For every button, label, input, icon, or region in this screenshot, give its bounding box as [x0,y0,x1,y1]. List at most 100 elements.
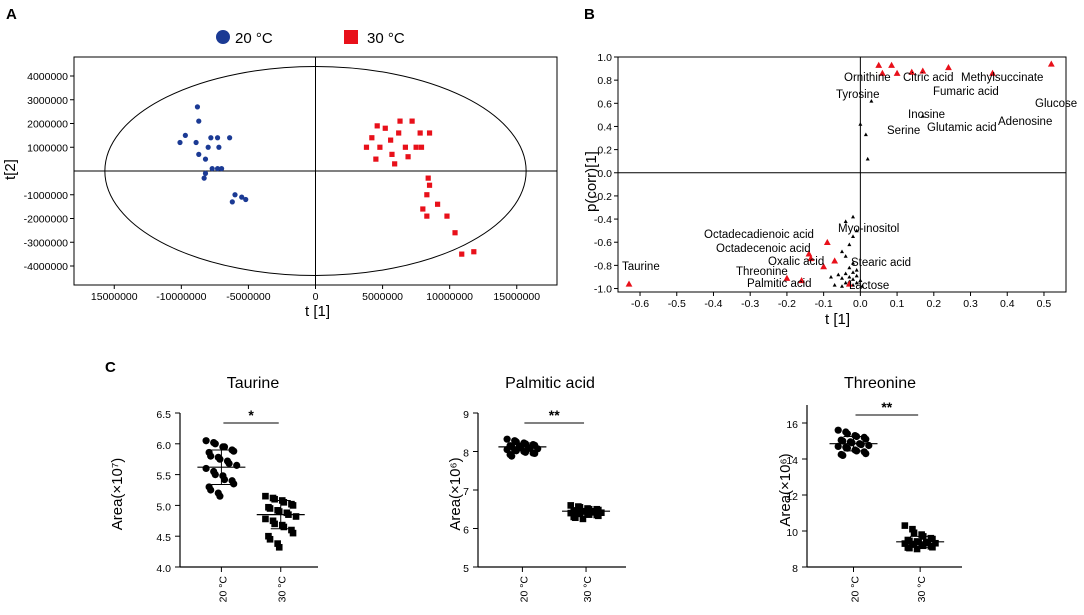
point-other [920,114,925,118]
point-30c [567,502,575,509]
metabolite-label: Glutamic acid [927,122,997,134]
point-20c [211,471,219,479]
point-30c [388,137,394,143]
point-30c [373,156,379,162]
chart-title: Threonine [844,375,916,392]
point-other [851,261,856,265]
significance-label: ** [881,399,892,415]
point-20c [233,461,241,469]
legend-marker-30c [344,30,358,44]
significance-label: ** [549,407,560,423]
point-20c [503,435,511,443]
point-30c [262,515,269,523]
y-tick-label: 5.0 [156,501,171,513]
panel-label-c: C [105,359,116,376]
y-axis-label: Area(×10⁷) [109,458,126,531]
point-30c [901,540,909,547]
metabolite-label: Oxalic acid [768,256,824,268]
point-other [847,242,852,247]
point-20c [220,443,229,451]
point-highlighted [625,280,633,287]
x-tick-label: 20 °C [850,576,862,603]
point-other [828,274,833,279]
y-tick-label: 2000000 [27,119,68,131]
point-30c [471,249,477,255]
point-other [840,249,844,254]
x-tick-label: 20 °C [217,576,229,603]
point-20c [843,430,852,438]
point-20c [531,449,539,458]
point-20c [239,194,245,200]
point-highlighted [807,255,815,262]
metabolite-label: Methylsuccinate [961,72,1043,84]
point-30c [392,161,398,167]
point-other [843,280,848,285]
point-20c [216,144,222,150]
point-highlighted [823,238,831,245]
point-other [854,268,859,272]
y-tick-label: -0.2 [594,191,612,203]
point-20c [843,444,852,452]
point-20c [218,166,225,172]
point-20c [202,437,210,445]
point-highlighted [908,68,916,75]
point-20c [862,450,870,458]
point-highlighted [1047,60,1055,67]
y-axis-label: p(corr)[1] [583,151,600,212]
point-highlighted [888,61,895,68]
metabolite-label: Tyrosine [836,89,879,101]
x-tick-label: 15000000 [91,291,138,303]
point-20c [857,441,865,449]
point-20c [834,442,842,450]
point-other [840,276,844,280]
y-tick-label: 3000000 [27,95,68,107]
x-tick-label: -0.1 [815,298,833,310]
x-tick-label: 15000000 [493,291,540,303]
y-tick-label: 6 [463,525,469,537]
dot-plots: Taurine 4.0 4.5 5.0 5.5 6.0 6.5 Area(×10⁷) 20 °C… [109,375,962,602]
dot-plot-palmitic-acid: Palmitic acid 5 6 7 8 9 Area(×10⁶) 20 °C 30 °C ** [447,375,626,602]
point-other [851,277,856,281]
point-20c [208,135,214,141]
point-20c [196,118,202,124]
x-axis-label: t [1] [825,311,850,328]
metabolite-label: Inosine [908,109,945,121]
point-20c [196,151,202,157]
point-20c [220,475,229,484]
y-tick-label: 12 [786,491,798,503]
point-30c [595,512,602,520]
y-tick-label: 0.8 [597,75,612,87]
y-tick-label: -0.4 [594,214,612,226]
y-tick-label: 6.5 [156,409,171,421]
point-highlighted [845,280,853,287]
x-tick-label: 5000000 [362,291,403,303]
point-20c [216,455,224,463]
point-20c [834,426,842,434]
panel-label-a: A [6,6,17,23]
dot-plot-threonine: Threonine 8 10 12 14 16 Area(×10⁶) 20 °C 30 °C ** [777,375,962,602]
y-tick-label: 7 [463,486,469,498]
point-30c [280,523,288,531]
point-20c [202,156,209,162]
x-tick-label: -0.5 [668,298,686,310]
metabolite-label: Glucose [1035,98,1077,110]
y-tick-label: 4.0 [156,563,171,575]
x-tick-label: -0.4 [704,298,722,310]
y-tick-label: 8 [792,563,798,575]
metabolite-label: Adenosine [998,116,1052,128]
point-other [851,214,856,219]
y-tick-label: 1000000 [27,142,68,154]
y-tick-label: -1.0 [594,284,612,296]
point-30c [292,513,300,520]
x-tick-label: -0.2 [778,298,796,310]
point-20c [214,135,221,141]
point-20c [214,166,221,172]
point-30c [929,543,936,551]
x-tick-label: -5000000 [226,291,271,303]
point-other [854,280,859,285]
x-tick-label: 0.1 [890,298,905,310]
point-30c [910,541,918,548]
point-30c [932,539,939,547]
x-tick-label: 0.2 [926,298,941,310]
